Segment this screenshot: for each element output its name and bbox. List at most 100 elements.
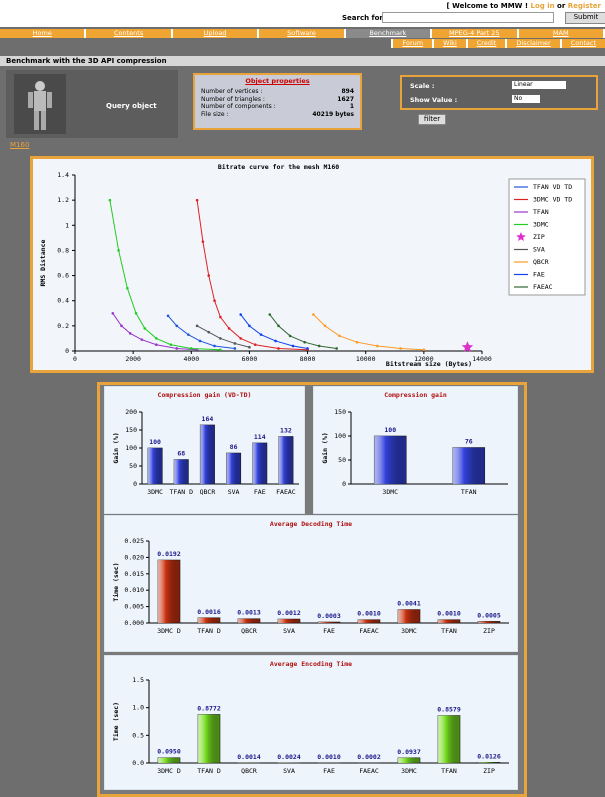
- data-point: [306, 347, 309, 350]
- bar: [148, 448, 162, 484]
- nav-link[interactable]: MPEG-4 Part 25: [432, 29, 518, 38]
- x-tick-label: ZIP: [483, 767, 495, 775]
- submit-button[interactable]: Submit: [565, 12, 605, 24]
- scale-label: Scale :: [410, 82, 434, 90]
- x-tick-label: 3DMC: [147, 488, 163, 496]
- value-label: 0.0937: [397, 748, 421, 756]
- nav-link[interactable]: Disclaimer: [505, 39, 559, 48]
- chart-title: Average Encoding Time: [270, 660, 352, 668]
- data-point: [292, 345, 295, 348]
- legend-label: TFAN: [533, 208, 549, 216]
- welcome: [ Welcome to MMW ! Log in or Register: [446, 2, 601, 10]
- y-tick-label: 0.000: [124, 619, 144, 627]
- x-tick-label: 3DMC: [382, 488, 398, 496]
- value-label: 0.0014: [237, 753, 261, 761]
- legend-label: 3DMC: [533, 221, 549, 229]
- value-label: 76: [465, 438, 473, 446]
- chart-title: Compression gain: [384, 391, 447, 399]
- value-label: 86: [230, 443, 238, 451]
- y-axis-label: Time (sec): [112, 562, 120, 601]
- bar: [158, 758, 180, 763]
- data-point: [213, 299, 216, 302]
- bar: [198, 714, 220, 763]
- value-label: 0.0012: [277, 609, 301, 617]
- object-properties: Object properties Number of vertices :89…: [193, 73, 362, 130]
- x-tick-label: 10000: [356, 355, 376, 363]
- bar: [438, 620, 460, 623]
- bar: [478, 762, 500, 763]
- y-tick-label: 1.5: [132, 676, 144, 684]
- nav-link[interactable]: Forum: [391, 39, 432, 48]
- top-bar: [ Welcome to MMW ! Log in or Register Se…: [0, 0, 605, 27]
- y-tick-label: 0.6: [57, 272, 69, 280]
- y-tick-label: 0.020: [124, 553, 144, 561]
- x-tick-label: 0: [73, 355, 77, 363]
- data-point: [175, 325, 178, 328]
- x-tick-label: QBCR: [200, 488, 216, 496]
- bar: [398, 610, 420, 623]
- nav-link[interactable]: Benchmark: [346, 29, 432, 38]
- data-point: [277, 347, 280, 350]
- bar: [438, 716, 460, 763]
- nav-link[interactable]: Credit: [466, 39, 506, 48]
- data-point: [190, 347, 193, 350]
- nav-link[interactable]: Contact: [560, 39, 605, 48]
- page: {"header":{"welcome":"[ Welcome to MMW !…: [0, 0, 605, 797]
- bar: [478, 621, 500, 623]
- filter-button[interactable]: filter: [418, 114, 446, 125]
- value-label: 114: [254, 433, 266, 441]
- data-point: [207, 274, 210, 277]
- data-point: [239, 313, 242, 316]
- x-tick-label: 14000: [472, 355, 492, 363]
- y-axis-label: Time (sec): [112, 702, 120, 741]
- legend-label: 3DMC VD TD: [533, 196, 572, 204]
- value-label: 0.8772: [197, 704, 221, 712]
- value-label: 164: [202, 415, 214, 423]
- bar-chart: Compression gain (VD-TD)050100150200Gain…: [104, 386, 305, 514]
- value-label: 0.0005: [477, 611, 501, 619]
- value-label: 0.0192: [157, 550, 181, 558]
- legend-label: SVA: [533, 246, 545, 254]
- data-point: [289, 335, 292, 338]
- bar: [238, 619, 260, 623]
- x-tick-label: FAEAC: [276, 488, 296, 496]
- data-point: [213, 345, 216, 348]
- object-name-link[interactable]: M160: [10, 141, 29, 149]
- property-label: Number of triangles :: [201, 96, 265, 104]
- bar: [158, 560, 180, 623]
- nav-link[interactable]: MAM: [519, 29, 605, 38]
- y-tick-label: 0: [133, 480, 137, 488]
- y-tick-label: 150: [125, 426, 137, 434]
- scale-select[interactable]: Linear: [512, 81, 566, 89]
- x-tick-label: 3DMC D: [157, 627, 181, 635]
- register-link[interactable]: Register: [568, 2, 601, 10]
- login-link[interactable]: Log in: [530, 2, 554, 10]
- data-point: [274, 340, 277, 343]
- bar: [200, 425, 214, 484]
- nav-link[interactable]: Home: [0, 29, 86, 38]
- nav-link[interactable]: Contents: [86, 29, 172, 38]
- y-tick-label: 0.2: [57, 322, 69, 330]
- value-label: 0.0013: [237, 609, 261, 617]
- object-thumbnail: [14, 74, 66, 134]
- value-label: 132: [280, 426, 292, 434]
- data-point: [239, 337, 242, 340]
- data-point: [254, 343, 257, 346]
- bar: [453, 448, 485, 484]
- search-input[interactable]: [382, 12, 554, 23]
- x-tick-label: TFAN: [461, 488, 477, 496]
- property-value: 894: [341, 88, 354, 96]
- data-point: [234, 342, 237, 345]
- data-point: [175, 347, 178, 350]
- data-point: [248, 346, 251, 349]
- nav-link[interactable]: Wiki: [432, 39, 466, 48]
- nav-link[interactable]: Upload: [173, 29, 259, 38]
- y-tick-label: 150: [334, 408, 346, 416]
- legend-label: QBCR: [533, 258, 549, 266]
- show-value-select[interactable]: No: [512, 95, 540, 103]
- x-tick-label: SVA: [283, 627, 295, 635]
- x-tick-label: FAEAC: [359, 767, 379, 775]
- nav-link[interactable]: Software: [259, 29, 345, 38]
- data-point: [234, 347, 237, 350]
